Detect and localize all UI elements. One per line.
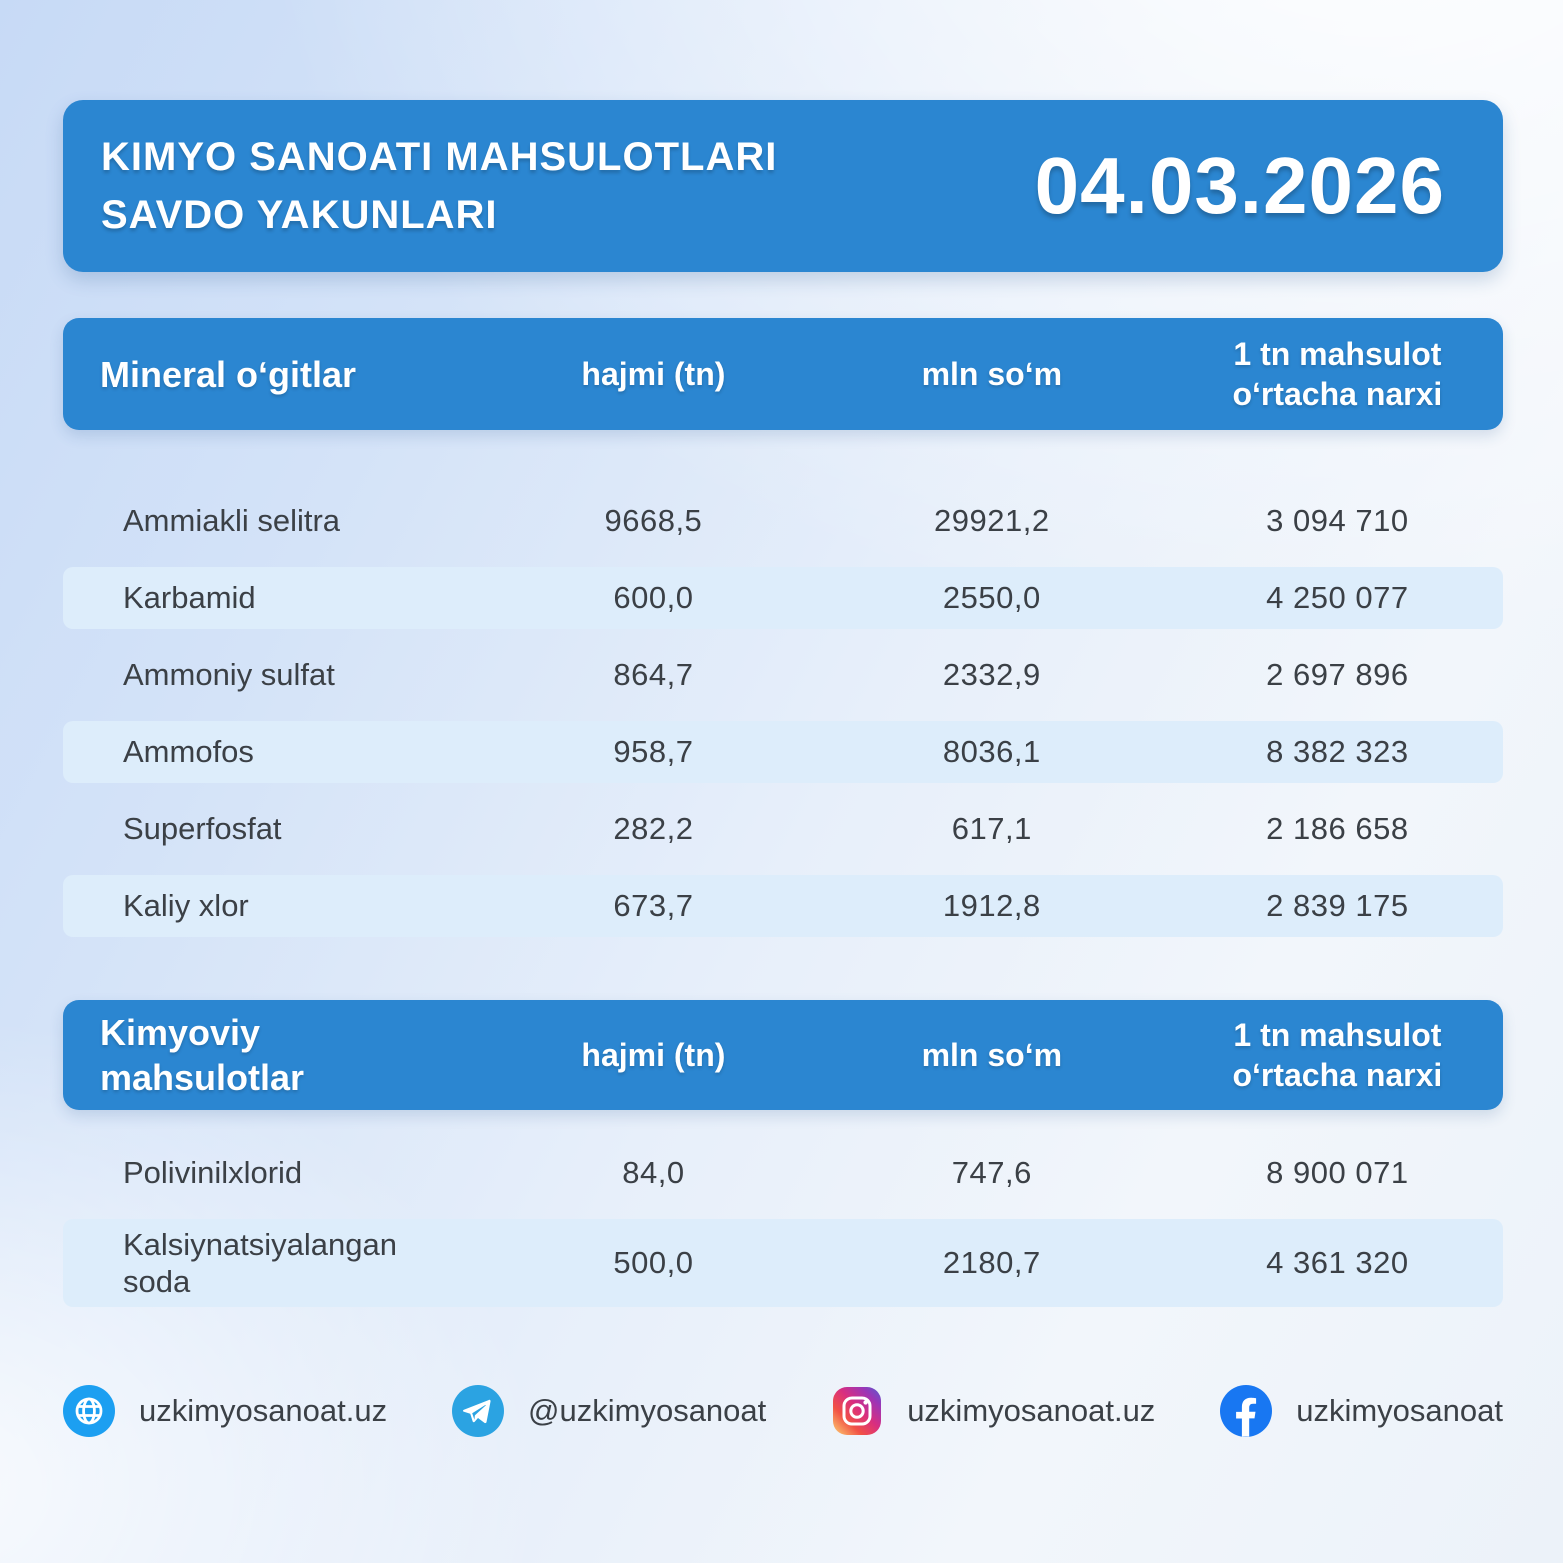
- column-header-avg-price: 1 tn mahsulot oʻrtacha narxi: [1232, 336, 1443, 412]
- footer: uzkimyosanoat.uz @uzkimyosanoat: [63, 1385, 1503, 1437]
- product-name-cell: Ammofos: [123, 734, 254, 770]
- avg-price-cell: 2 839 175: [1266, 888, 1409, 923]
- column-header-sum: mln soʻm: [921, 356, 1063, 392]
- volume-cell: 84,0: [622, 1155, 685, 1190]
- page-title-line-1: KIMYO SANOATI MAHSULOTLARI: [101, 135, 778, 179]
- infographic: KIMYO SANOATI MAHSULOTLARI SAVDO YAKUNLA…: [63, 0, 1503, 1437]
- avg-price-cell: 8 900 071: [1266, 1155, 1409, 1190]
- page-title: KIMYO SANOATI MAHSULOTLARI SAVDO YAKUNLA…: [63, 128, 777, 244]
- avg-price-cell: 2 186 658: [1266, 811, 1409, 846]
- sum-cell: 2332,9: [942, 657, 1041, 692]
- sum-cell: 747,6: [951, 1155, 1032, 1190]
- volume-cell: 500,0: [613, 1245, 694, 1280]
- sum-cell: 2550,0: [942, 580, 1041, 615]
- mineral-fertilizers-table-header: Mineral oʻgitlar hajmi (tn) mln soʻm 1 t…: [63, 318, 1503, 430]
- table-row: Ammofos 958,7 8036,1 8 382 323: [63, 721, 1503, 783]
- volume-cell: 958,7: [613, 734, 694, 769]
- table-row: Kalsiynatsiyalangan soda 500,0 2180,7 4 …: [63, 1219, 1503, 1307]
- avg-price-cell: 4 361 320: [1266, 1245, 1409, 1280]
- table-row: Polivinilxlorid 84,0 747,6 8 900 071: [63, 1142, 1503, 1204]
- volume-cell: 9668,5: [604, 503, 703, 538]
- table-row: Ammoniy sulfat 864,7 2332,9 2 697 896: [63, 644, 1503, 706]
- table-row: Superfosfat 282,2 617,1 2 186 658: [63, 798, 1503, 860]
- table-row: Kaliy xlor 673,7 1912,8 2 839 175: [63, 875, 1503, 937]
- avg-price-cell: 2 697 896: [1266, 657, 1409, 692]
- column-header-product: Mineral oʻgitlar: [100, 353, 357, 395]
- column-header-volume: hajmi (tn): [581, 356, 726, 392]
- product-name-cell: Superfosfat: [123, 811, 282, 847]
- avg-price-cell: 3 094 710: [1266, 503, 1409, 538]
- product-name-cell: Kaliy xlor: [123, 888, 249, 924]
- sum-cell: 8036,1: [942, 734, 1041, 769]
- chemical-products-table: Polivinilxlorid 84,0 747,6 8 900 071 Kal…: [63, 1142, 1503, 1307]
- website-link[interactable]: uzkimyosanoat.uz: [63, 1385, 387, 1437]
- mineral-fertilizers-table: Ammiakli selitra 9668,5 29921,2 3 094 71…: [63, 490, 1503, 937]
- avg-price-cell: 4 250 077: [1266, 580, 1409, 615]
- volume-cell: 282,2: [613, 811, 694, 846]
- sum-cell: 2180,7: [942, 1245, 1041, 1280]
- globe-icon: [63, 1385, 115, 1437]
- page-title-line-2: SAVDO YAKUNLARI: [101, 193, 498, 237]
- telegram-link[interactable]: @uzkimyosanoat: [452, 1385, 766, 1437]
- product-name-cell: Karbamid: [123, 580, 256, 616]
- facebook-icon: [1220, 1385, 1273, 1437]
- instagram-label: uzkimyosanoat.uz: [907, 1393, 1156, 1428]
- volume-cell: 673,7: [613, 888, 694, 923]
- telegram-icon: [452, 1385, 505, 1437]
- sum-cell: 1912,8: [942, 888, 1041, 923]
- product-name-cell: Ammiakli selitra: [123, 503, 341, 539]
- column-header-volume: hajmi (tn): [581, 1037, 726, 1073]
- volume-cell: 864,7: [613, 657, 694, 692]
- instagram-link[interactable]: uzkimyosanoat.uz: [831, 1385, 1155, 1437]
- product-name-cell: Ammoniy sulfat: [123, 657, 335, 693]
- product-name-cell: Polivinilxlorid: [123, 1155, 303, 1191]
- table-row: Karbamid 600,0 2550,0 4 250 077: [63, 567, 1503, 629]
- website-label: uzkimyosanoat.uz: [139, 1393, 388, 1428]
- column-header-sum: mln soʻm: [921, 1037, 1063, 1073]
- date-badge: 04.03.2026: [1034, 141, 1445, 230]
- volume-cell: 600,0: [613, 580, 694, 615]
- telegram-label: @uzkimyosanoat: [528, 1393, 767, 1428]
- avg-price-cell: 8 382 323: [1266, 734, 1409, 769]
- facebook-link[interactable]: uzkimyosanoat: [1220, 1385, 1503, 1437]
- chemical-products-table-header: Kimyoviy mahsulotlar hajmi (tn) mln soʻm…: [63, 1000, 1503, 1110]
- facebook-label: uzkimyosanoat: [1296, 1393, 1503, 1428]
- product-name-cell: Kalsiynatsiyalangan soda: [123, 1226, 398, 1299]
- sum-cell: 617,1: [951, 811, 1032, 846]
- column-header-avg-price: 1 tn mahsulot oʻrtacha narxi: [1232, 1017, 1443, 1093]
- sum-cell: 29921,2: [934, 503, 1050, 538]
- instagram-icon: [831, 1385, 883, 1437]
- header-panel: KIMYO SANOATI MAHSULOTLARI SAVDO YAKUNLA…: [63, 100, 1503, 272]
- column-header-product: Kimyoviy mahsulotlar: [100, 1012, 305, 1098]
- table-row: Ammiakli selitra 9668,5 29921,2 3 094 71…: [63, 490, 1503, 552]
